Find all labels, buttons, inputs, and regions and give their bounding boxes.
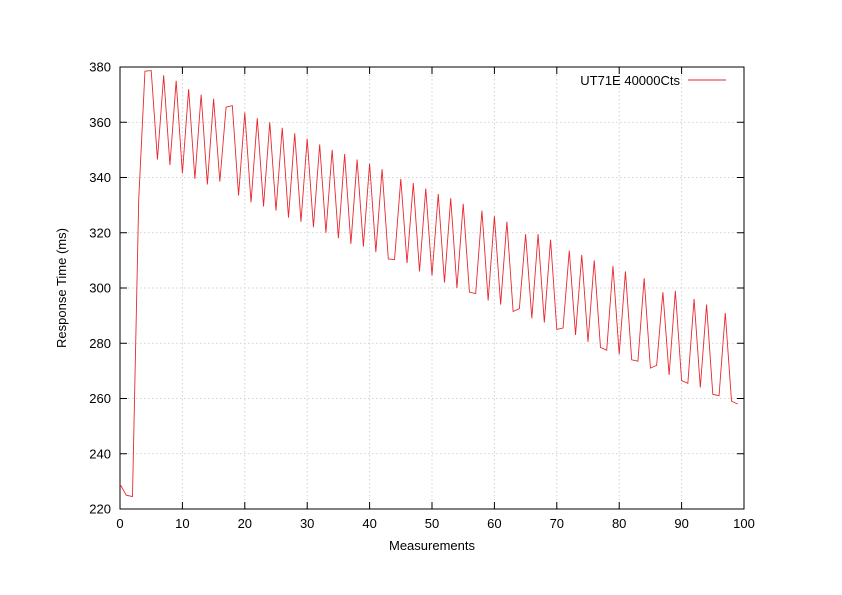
y-tick-label: 320 — [89, 225, 111, 240]
x-tick-label: 100 — [733, 516, 755, 531]
x-tick-label: 50 — [425, 516, 439, 531]
y-tick-label: 220 — [89, 502, 111, 517]
x-tick-label: 10 — [175, 516, 189, 531]
y-tick-label: 380 — [89, 60, 111, 75]
y-axis-label: Response Time (ms) — [54, 228, 69, 348]
series-group — [119, 70, 738, 498]
x-tick-label: 70 — [550, 516, 564, 531]
y-tick-label: 340 — [89, 170, 111, 185]
y-tick-label: 360 — [89, 115, 111, 130]
legend: UT71E 40000Cts — [580, 73, 726, 88]
y-tick-label: 260 — [89, 391, 111, 406]
x-tick-labels: 0 10 20 30 40 50 60 70 80 90 100 — [116, 516, 754, 531]
grid — [120, 67, 744, 509]
y-tick-label: 300 — [89, 281, 111, 296]
legend-label: UT71E 40000Cts — [580, 73, 680, 88]
series-line-0 — [119, 70, 738, 498]
x-axis-label: Measurements — [389, 538, 475, 553]
x-tick-label: 90 — [674, 516, 688, 531]
x-tick-label: 40 — [362, 516, 376, 531]
x-tick-label: 60 — [487, 516, 501, 531]
x-tick-label: 0 — [116, 516, 123, 531]
y-tick-labels: 220 240 260 280 300 320 340 360 380 — [89, 60, 111, 517]
y-tick-label: 240 — [89, 446, 111, 461]
x-tick-label: 20 — [238, 516, 252, 531]
y-tick-label: 280 — [89, 336, 111, 351]
x-tick-label: 30 — [300, 516, 314, 531]
plot-frame — [119, 66, 745, 510]
x-tick-label: 80 — [612, 516, 626, 531]
